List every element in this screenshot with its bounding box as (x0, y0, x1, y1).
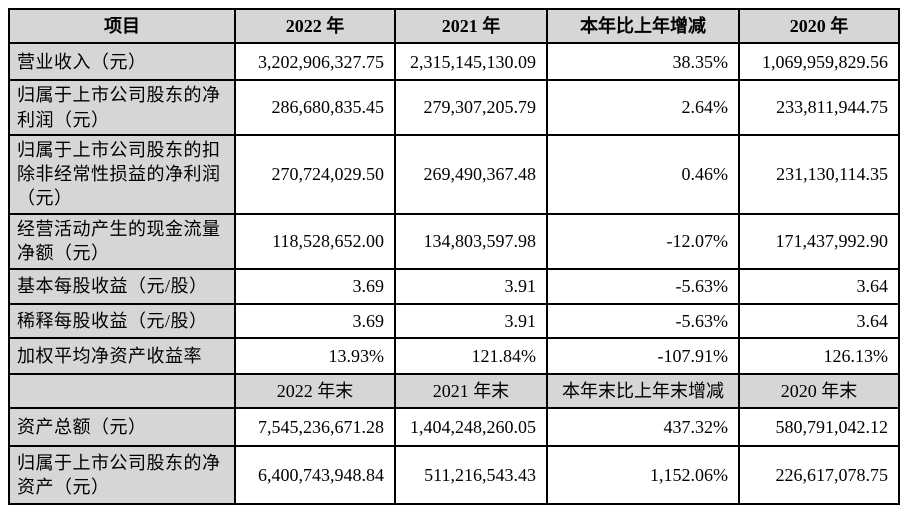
value-2020-end: 226,617,078.75 (738, 445, 900, 505)
table-row-net-profit-excl-nonrecurring: 归属于上市公司股东的扣除非经常性损益的净利润（元） 270,724,029.50… (8, 133, 900, 215)
value-2022: 13.93% (234, 336, 396, 375)
row-label: 资产总额（元） (8, 407, 236, 448)
value-2020: 3.64 (738, 267, 900, 305)
value-2020: 171,437,992.90 (738, 212, 900, 270)
value-year-end-change: 1,152.06% (546, 445, 740, 505)
value-yoy-change: -12.07% (546, 212, 740, 270)
table-row-total-assets: 资产总额（元） 7,545,236,671.28 1,404,248,260.0… (8, 407, 900, 448)
col-header-yoy-change: 本年比上年增减 (546, 7, 740, 45)
value-2022: 3.69 (234, 302, 396, 339)
row-label: 经营活动产生的现金流量净额（元） (8, 212, 236, 270)
value-2021: 3.91 (394, 302, 548, 339)
row-label: 营业收入（元） (8, 42, 236, 82)
col-header-2022-end: 2022 年末 (234, 372, 396, 410)
row-label: 归属于上市公司股东的净利润（元） (8, 79, 236, 136)
value-2021: 2,315,145,130.09 (394, 42, 548, 82)
value-year-end-change: 437.32% (546, 407, 740, 448)
table-row-operating-revenue: 营业收入（元） 3,202,906,327.75 2,315,145,130.0… (8, 42, 900, 82)
value-2021: 279,307,205.79 (394, 79, 548, 136)
col-header-empty (8, 372, 236, 410)
table-header-year-end: 2022 年末 2021 年末 本年末比上年末增减 2020 年末 (8, 372, 900, 410)
value-2020: 231,130,114.35 (738, 133, 900, 215)
value-2021-end: 1,404,248,260.05 (394, 407, 548, 448)
value-2020: 126.13% (738, 336, 900, 375)
value-2021-end: 511,216,543.43 (394, 445, 548, 505)
value-2021: 121.84% (394, 336, 548, 375)
col-header-2022: 2022 年 (234, 7, 396, 45)
col-header-item: 项目 (8, 7, 236, 45)
value-yoy-change: -5.63% (546, 267, 740, 305)
value-2020: 233,811,944.75 (738, 79, 900, 136)
row-label: 归属于上市公司股东的扣除非经常性损益的净利润（元） (8, 133, 236, 215)
row-label: 加权平均净资产收益率 (8, 336, 236, 375)
value-2022: 3.69 (234, 267, 396, 305)
value-yoy-change: -5.63% (546, 302, 740, 339)
value-2021: 3.91 (394, 267, 548, 305)
row-label: 归属于上市公司股东的净资产（元） (8, 445, 236, 505)
value-yoy-change: 38.35% (546, 42, 740, 82)
table-header-annual: 项目 2022 年 2021 年 本年比上年增减 2020 年 (8, 7, 900, 45)
value-2022: 286,680,835.45 (234, 79, 396, 136)
col-header-2021-end: 2021 年末 (394, 372, 548, 410)
table-row-diluted-eps: 稀释每股收益（元/股） 3.69 3.91 -5.63% 3.64 (8, 302, 900, 339)
table-row-basic-eps: 基本每股收益（元/股） 3.69 3.91 -5.63% 3.64 (8, 267, 900, 305)
value-2020: 3.64 (738, 302, 900, 339)
value-2021: 269,490,367.48 (394, 133, 548, 215)
value-2022: 270,724,029.50 (234, 133, 396, 215)
value-2022: 3,202,906,327.75 (234, 42, 396, 82)
value-2022: 118,528,652.00 (234, 212, 396, 270)
col-header-2021: 2021 年 (394, 7, 548, 45)
table-row-weighted-avg-roe: 加权平均净资产收益率 13.93% 121.84% -107.91% 126.1… (8, 336, 900, 375)
row-label: 稀释每股收益（元/股） (8, 302, 236, 339)
table-row-operating-cash-flow: 经营活动产生的现金流量净额（元） 118,528,652.00 134,803,… (8, 212, 900, 270)
table-row-net-profit: 归属于上市公司股东的净利润（元） 286,680,835.45 279,307,… (8, 79, 900, 136)
col-header-2020-end: 2020 年末 (738, 372, 900, 410)
value-yoy-change: 2.64% (546, 79, 740, 136)
value-2020-end: 580,791,042.12 (738, 407, 900, 448)
value-2020: 1,069,959,829.56 (738, 42, 900, 82)
row-label: 基本每股收益（元/股） (8, 267, 236, 305)
value-2021: 134,803,597.98 (394, 212, 548, 270)
value-2022-end: 6,400,743,948.84 (234, 445, 396, 505)
value-yoy-change: 0.46% (546, 133, 740, 215)
col-header-year-end-change: 本年末比上年末增减 (546, 372, 740, 410)
value-2022-end: 7,545,236,671.28 (234, 407, 396, 448)
col-header-2020: 2020 年 (738, 7, 900, 45)
value-yoy-change: -107.91% (546, 336, 740, 375)
table-row-net-assets: 归属于上市公司股东的净资产（元） 6,400,743,948.84 511,21… (8, 445, 900, 505)
financial-summary-table: 项目 2022 年 2021 年 本年比上年增减 2020 年 营业收入（元） … (8, 7, 900, 505)
